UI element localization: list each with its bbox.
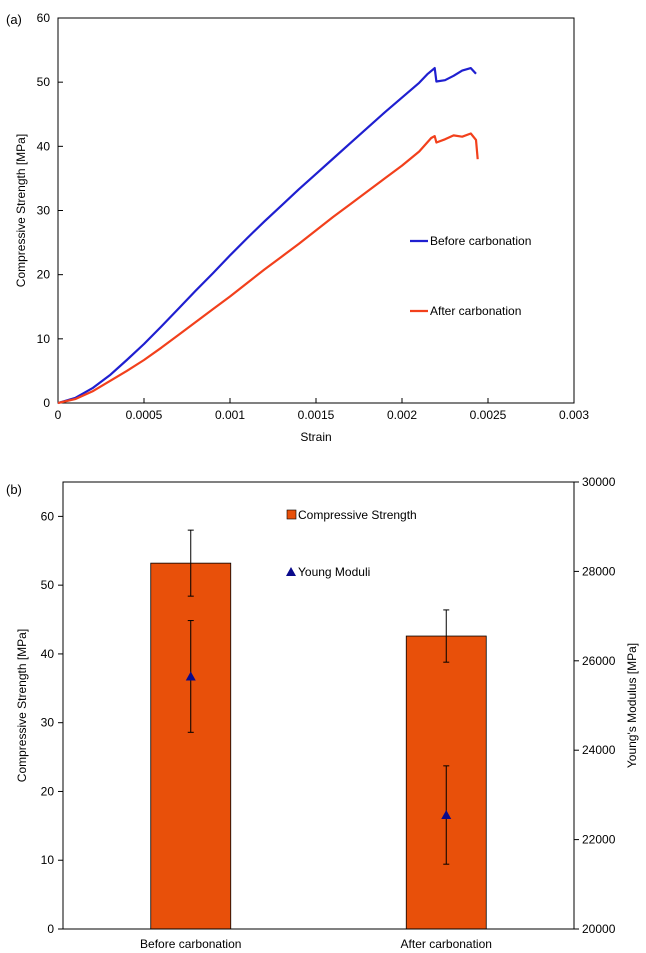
legend-label-triangle: Young Moduli [298,565,370,579]
legend-swatch-triangle [286,567,296,576]
x-tick-label: 0.0005 [126,408,163,422]
y2-tick-label: 30000 [582,475,616,489]
y2-tick-label: 28000 [582,564,616,578]
x-tick-label: 0.001 [215,408,245,422]
y-tick-label: 10 [37,332,51,346]
y2-tick-label: 20000 [582,922,616,936]
plot-frame-a [57,17,575,404]
y2-axis-label: Young's Modulus [MPa] [625,643,639,768]
y-axis-label: Compressive Strength [MPa] [15,629,29,782]
y-tick-label: 40 [41,647,55,661]
y-tick-label: 60 [37,11,51,25]
x-tick-label: 0.0015 [298,408,335,422]
y-tick-label: 10 [41,853,55,867]
y-tick-label: 0 [43,396,50,410]
y-axis-label: Compressive Strength [MPa] [14,134,28,287]
x-axis-label: Strain [300,430,331,444]
x-tick-label: 0.003 [559,408,589,422]
y-tick-label: 60 [41,509,55,523]
chart-b-strength-and-modulus: (b) 0 10 20 30 40 50 60 20000 22000 24000 26000 2800… [6,475,639,951]
y-tick-label: 30 [37,204,51,218]
y-tick-label: 40 [37,139,51,153]
y-tick-label: 50 [41,578,55,592]
plot-frame-b [62,481,575,930]
y-tick-label: 20 [41,784,55,798]
legend-label-bar: Compressive Strength [298,508,417,522]
panel-label-b: (b) [6,482,22,497]
bar [150,562,232,930]
series-line-0 [57,66,477,405]
y2-tick-label: 24000 [582,743,616,757]
y-tick-label: 50 [37,75,51,89]
legend-label-1: After carbonation [430,304,521,318]
point-marker-triangle [441,810,452,820]
point-marker-triangle [185,671,196,681]
y2-tick-label: 22000 [582,833,616,847]
y-tick-label: 0 [47,922,54,936]
y2-tick-label: 26000 [582,654,616,668]
legend-label-0: Before carbonation [430,234,531,248]
x-tick-label: 0.002 [387,408,417,422]
x-tick-label: 0 [55,408,62,422]
panel-label-a: (a) [6,12,22,27]
legend-swatch-bar [286,509,297,520]
chart-a-strain-vs-strength: (a) 0 0.0005 0.001 0.0015 0.002 0.0025 0.003 0 10… [6,11,589,444]
series-line-1 [57,132,479,405]
x-category-label: After carbonation [401,937,492,951]
x-category-label: Before carbonation [140,937,241,951]
y-tick-label: 30 [41,716,55,730]
y-tick-label: 20 [37,268,51,282]
x-tick-label: 0.0025 [470,408,507,422]
